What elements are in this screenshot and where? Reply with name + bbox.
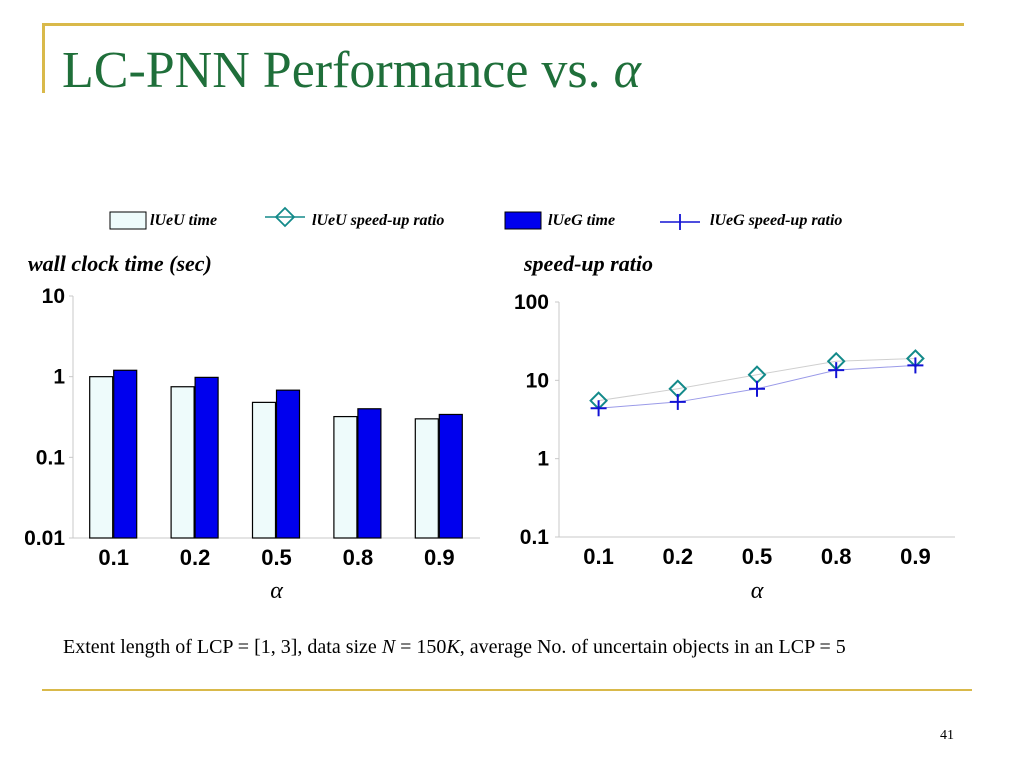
caption-part1: Extent length of LCP = [1, 3], data size (63, 636, 382, 658)
y-tick-label-right: 10 (526, 369, 549, 392)
point-ueg-speedup-plus (749, 380, 765, 397)
y-tick-label-left: 0.1 (36, 446, 66, 469)
wall-clock-time-chart: wall clock time (sec) 10 1 0.1 0.01 0.1 0.2 0.5… (24, 251, 480, 604)
bar-ueu-time (170, 386, 195, 539)
speed-up-ratio-chart: speed-up ratio 100 10 1 0.1 0.1 0.2 0.5 0.8 0.9 α (514, 251, 955, 604)
bar-ueg-time (438, 413, 463, 539)
point-ueg-speedup-plus (907, 357, 924, 374)
y-tick-label-right: 0.1 (520, 526, 550, 549)
x-tick-label-right: 0.8 (821, 544, 852, 569)
footer-rule (42, 689, 972, 691)
legend-label-2: lUeU speed-up ratio (312, 212, 444, 229)
bar-ueu-time (333, 415, 358, 539)
caption-part2: = 150 (395, 636, 447, 658)
caption-var-n: N (381, 636, 396, 658)
charts-area: lUeU time lUeU speed-up ratio lUeG time lUe… (24, 206, 955, 604)
y-tick-label-left: 1 (53, 366, 65, 389)
y-tick-label-left: 10 (42, 285, 65, 308)
slide-title-alpha: α (613, 42, 641, 99)
caption-var-k: K (446, 636, 460, 658)
y-axis-label-left: wall clock time (sec) (28, 251, 212, 276)
bar-ueu-time (251, 401, 277, 539)
bar-ueg-time (357, 408, 382, 539)
series-line-ueu-speedup (598, 357, 916, 402)
x-tick-label-left: 0.1 (98, 545, 129, 570)
slide-title-text: LC-PNN Performance vs. (62, 42, 601, 99)
legend-swatch-1 (109, 211, 147, 230)
legend: lUeU time lUeU speed-up ratio lUeG time lUe… (109, 206, 842, 230)
x-tick-label-left: 0.5 (261, 545, 292, 570)
legend-diamond-marker (274, 206, 296, 228)
legend-label-1: lUeU time (150, 212, 217, 229)
y-tick-label-left: 0.01 (24, 527, 65, 550)
bar-ueg-time (275, 389, 301, 539)
x-tick-label-left: 0.9 (424, 545, 455, 570)
x-tick-label-right: 0.5 (742, 544, 773, 569)
page-number: 41 (940, 728, 954, 743)
legend-label-4: lUeG speed-up ratio (710, 212, 842, 229)
x-tick-label-right: 0.2 (663, 544, 694, 569)
title-frame-left-rule (42, 23, 45, 93)
slide-title: LC-PNN Performance vs. α (62, 42, 641, 99)
bar-ueu-time (414, 418, 439, 539)
x-tick-label-left: 0.8 (343, 545, 374, 570)
point-ueg-speedup-plus (828, 362, 845, 379)
x-tick-label-left: 0.2 (180, 545, 211, 570)
bar-ueg-time (194, 376, 219, 539)
bar-ueg-time (113, 369, 138, 539)
caption-part3: , average No. of uncertain objects in an… (459, 636, 846, 658)
x-tick-label-right: 0.1 (583, 544, 614, 569)
legend-swatch-3 (504, 211, 542, 230)
point-ueg-speedup-plus (669, 393, 686, 410)
legend-label-3: lUeG time (548, 212, 615, 229)
x-axis-label-right: α (751, 578, 764, 604)
y-tick-label-right: 1 (537, 448, 549, 471)
x-axis-label-left: α (270, 578, 283, 604)
point-ueg-speedup-plus (590, 400, 607, 417)
slide-caption: Extent length of LCP = [1, 3], data size… (63, 634, 961, 661)
title-frame-top-rule (42, 23, 964, 26)
y-axis-label-right: speed-up ratio (523, 251, 653, 276)
y-tick-label-right: 100 (514, 291, 549, 314)
bar-ueu-time (89, 376, 114, 539)
x-tick-label-right: 0.9 (900, 544, 931, 569)
